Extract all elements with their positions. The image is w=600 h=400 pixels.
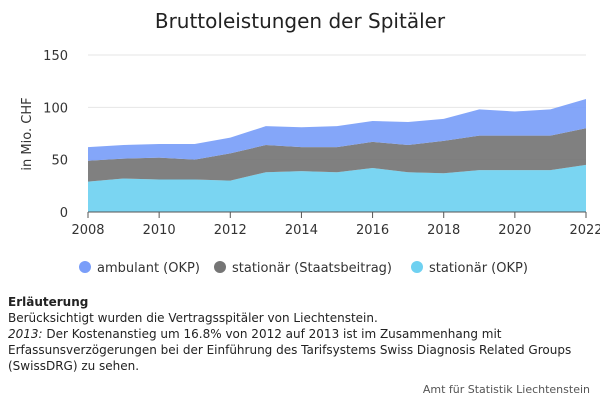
notes-year: 2013:	[8, 327, 43, 341]
area-ambulant-okp	[88, 98, 586, 161]
area-station-r-okp	[88, 164, 586, 212]
legend-label: ambulant (OKP)	[97, 261, 200, 276]
series-areas	[88, 98, 586, 212]
legend: ambulant (OKP) stationär (Staatsbeitrag) s…	[79, 261, 528, 276]
x-tick-label: 2020	[498, 223, 531, 238]
legend-item[interactable]: stationär (OKP)	[411, 261, 528, 276]
legend-item[interactable]: ambulant (OKP)	[79, 261, 200, 276]
stacked-area-chart: Bruttoleistungen der Spitäler 2008 2010 20…	[20, 9, 600, 276]
notes-block: Erläuterung Berücksichtigt wurden die Ve…	[8, 294, 594, 374]
credits: Amt für Statistik Liechtenstein	[422, 383, 590, 396]
notes-line-2: 2013: Der Kostenanstieg um 16.8% von 201…	[8, 326, 594, 374]
x-tick-label: 2008	[71, 223, 104, 238]
x-tick-label: 2014	[285, 223, 318, 238]
legend-swatch	[79, 261, 91, 273]
notes-year-text: Der Kostenanstieg um 16.8% von 2012 auf …	[8, 327, 572, 373]
x-tick-label: 2022	[569, 223, 600, 238]
y-tick-label: 0	[60, 206, 68, 221]
chart-title: Bruttoleistungen der Spitäler	[155, 9, 446, 33]
y-tick-label: 50	[51, 154, 68, 169]
legend-label: stationär (Staatsbeitrag)	[232, 261, 392, 276]
x-tick-label: 2018	[427, 223, 460, 238]
x-tick-label: 2016	[356, 223, 389, 238]
legend-item[interactable]: stationär (Staatsbeitrag)	[214, 261, 392, 276]
x-tick-label: 2012	[214, 223, 247, 238]
notes-heading: Erläuterung	[8, 295, 89, 309]
legend-swatch	[411, 261, 423, 273]
y-axis-title: in Mio. CHF	[20, 97, 35, 170]
notes-line-1: Berücksichtigt wurden die Vertragsspitäl…	[8, 311, 378, 325]
y-tick-label: 100	[43, 101, 68, 116]
area-station-r-staatsbeitrag	[88, 128, 586, 182]
legend-swatch	[214, 261, 226, 273]
legend-label: stationär (OKP)	[429, 261, 528, 276]
y-axis: 0 50 100 150	[43, 49, 68, 221]
x-axis: 2008 2010 2012 2014 2016 2018 2020 2022	[71, 211, 600, 238]
x-tick-label: 2010	[143, 223, 176, 238]
y-tick-label: 150	[43, 49, 68, 64]
